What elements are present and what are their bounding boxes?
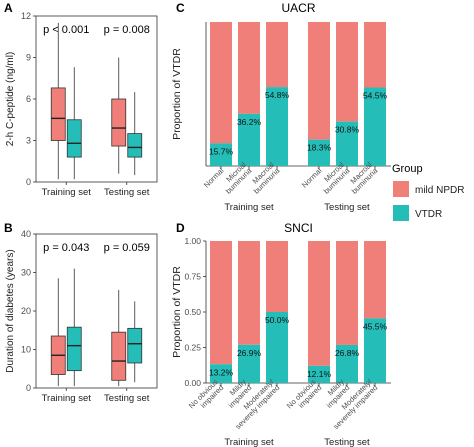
bar-value-label: 26.8%: [335, 348, 360, 358]
chart-title: UACR: [281, 1, 315, 15]
panel-A: A 2-h C-peptide (ng/ml) 0 3 6 9 12 Training set…: [4, 1, 158, 198]
box: [111, 98, 127, 147]
bar-mild-npdr: [238, 241, 260, 345]
legend: Group mild NPDR VTDR: [392, 163, 464, 221]
legend-label: mild NPDR: [415, 185, 464, 196]
p-value: p = 0.008: [104, 24, 150, 36]
y-tick-label: 40: [21, 229, 31, 239]
bar-vtdr: [210, 364, 232, 383]
box: [127, 133, 143, 158]
box: [127, 327, 143, 364]
bar-vtdr: [238, 344, 260, 383]
y-tick-label: 6: [26, 94, 31, 104]
bar-value-label: 54.8%: [265, 90, 290, 100]
x-tick-label: Normal: [300, 166, 324, 190]
bar-value-label: 30.8%: [335, 125, 360, 135]
panel-letter: D: [176, 221, 185, 235]
x-tick-label: Training set: [42, 187, 92, 198]
bar-mild-npdr: [308, 241, 330, 366]
bar-vtdr: [266, 312, 288, 383]
p-value: p < 0.001: [43, 24, 89, 36]
y-tick-label: 0: [26, 177, 31, 187]
plot-border: [35, 233, 158, 389]
y-axis-label: Proportion of VTDR: [171, 266, 183, 358]
bar-vtdr: [308, 139, 330, 166]
y-axis-label: Proportion of VTDR: [171, 48, 183, 140]
bar-vtdr: [364, 87, 386, 166]
chart-title: SNCI: [284, 221, 313, 235]
bar-value-label: 54.5%: [363, 91, 388, 101]
y-tick-label: 0.25: [184, 343, 201, 353]
group-label: Testing set: [324, 202, 370, 213]
y-tick-label: 0.00: [184, 378, 201, 388]
group-label: Testing set: [324, 437, 370, 447]
bar-mild-npdr: [238, 22, 260, 114]
x-tick-label-group: Normal: [300, 166, 324, 190]
bar-value-label: 50.0%: [265, 315, 290, 325]
legend-title: Group: [392, 163, 423, 175]
bar-value-label: 18.3%: [307, 143, 332, 153]
x-tick-label: Testing set: [104, 393, 150, 404]
bar-vtdr: [336, 344, 358, 383]
bar-vtdr: [364, 318, 386, 383]
y-axis-label: Duration of diabetes (years): [5, 249, 16, 372]
p-value: p = 0.043: [43, 242, 89, 254]
bar-mild-npdr: [210, 241, 232, 365]
bar-vtdr: [336, 121, 358, 166]
y-tick-label: 3: [26, 136, 31, 146]
bar-value-label: 36.2%: [237, 117, 262, 127]
y-tick-label: 10: [21, 345, 31, 355]
y-tick-label: 0.75: [184, 272, 201, 282]
panel-letter: C: [176, 1, 185, 15]
box: [66, 119, 82, 158]
plot-border: [35, 15, 158, 183]
panel-B: B Duration of diabetes (years) 0 10 20 30 40 Tr…: [4, 221, 158, 404]
legend-label: VTDR: [415, 209, 442, 220]
group-label: Training set: [224, 202, 274, 213]
legend-swatch: [393, 205, 409, 221]
bar-mild-npdr: [210, 22, 232, 144]
x-tick-label: Training set: [42, 393, 92, 404]
panel-D: D SNCI Proportion of VTDR 0.00 0.25 0.50 0.75 1…: [171, 221, 391, 447]
box: [111, 331, 127, 381]
bar-value-label: 12.1%: [307, 369, 332, 379]
box: [66, 326, 82, 372]
bar-value-label: 15.7%: [209, 146, 234, 156]
bar-mild-npdr: [336, 22, 358, 122]
bar-mild-npdr: [266, 241, 288, 312]
y-tick-label: 20: [21, 306, 31, 316]
x-tick-label-group: Normal: [202, 166, 226, 190]
bar-vtdr: [238, 113, 260, 166]
bar-value-label: 13.2%: [209, 367, 234, 377]
bar-mild-npdr: [266, 22, 288, 88]
bar-value-label: 26.9%: [237, 348, 262, 358]
y-tick-label: 9: [26, 53, 31, 63]
y-axis-label: 2-h C-peptide (ng/ml): [5, 52, 16, 146]
y-tick-label: 12: [21, 11, 31, 21]
bar-vtdr: [266, 87, 288, 166]
y-tick-label: 30: [21, 268, 31, 278]
panel-letter: B: [4, 221, 13, 235]
x-tick-label: Normal: [202, 166, 226, 190]
bar-value-label: 45.5%: [363, 321, 388, 331]
p-value: p = 0.059: [104, 242, 150, 254]
x-tick-label: Testing set: [104, 187, 150, 198]
group-label: Training set: [224, 437, 274, 447]
bar-mild-npdr: [364, 241, 386, 319]
y-tick-label: 0.50: [184, 307, 201, 317]
bar-mild-npdr: [336, 241, 358, 345]
bar-mild-npdr: [364, 22, 386, 88]
y-tick-label: 1.00: [184, 236, 201, 246]
legend-swatch: [393, 181, 409, 197]
bar-vtdr: [308, 365, 330, 383]
box: [50, 87, 66, 141]
panel-letter: A: [4, 1, 13, 15]
bar-mild-npdr: [308, 22, 330, 140]
y-tick-label: 0: [26, 383, 31, 393]
bar-vtdr: [210, 143, 232, 166]
